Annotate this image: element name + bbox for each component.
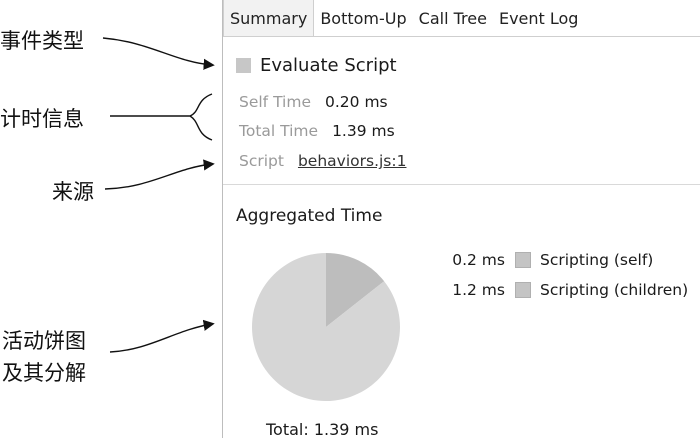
event-color-swatch <box>236 58 251 73</box>
script-label: Script <box>239 152 284 170</box>
tab-bar: Summary Bottom-Up Call Tree Event Log <box>223 0 700 37</box>
event-header: Evaluate Script <box>236 55 397 76</box>
annotation-arrows <box>102 37 215 353</box>
self-time-row: Self Time 0.20 ms <box>239 93 388 111</box>
annotation-pie-chart-line2: 及其分解 <box>2 361 86 385</box>
legend-item-children: 1.2 ms Scripting (children) <box>447 281 688 299</box>
self-time-value: 0.20 ms <box>325 93 388 111</box>
pie-slice-children <box>252 253 400 401</box>
tab-bottom-up[interactable]: Bottom-Up <box>320 8 407 28</box>
section-divider <box>223 184 700 185</box>
legend-item-self: 0.2 ms Scripting (self) <box>447 251 653 269</box>
event-title: Evaluate Script <box>260 55 397 76</box>
pie-slice-self <box>326 253 385 327</box>
brace-timing-info <box>110 93 213 141</box>
tab-call-tree[interactable]: Call Tree <box>418 8 487 28</box>
total-time-row: Total Time 1.39 ms <box>239 122 395 140</box>
annotation-event-type: 事件类型 <box>0 29 84 53</box>
tab-summary[interactable]: Summary <box>223 0 315 36</box>
legend-swatch <box>515 252 531 268</box>
aggregated-time-title: Aggregated Time <box>236 206 383 226</box>
legend-value: 0.2 ms <box>452 251 505 269</box>
total-time-value: 1.39 ms <box>332 122 395 140</box>
tab-event-log[interactable]: Event Log <box>498 8 579 28</box>
annotation-column: 事件类型 计时信息 来源 活动饼图 及其分解 <box>0 0 222 438</box>
annotation-timing-info: 计时信息 <box>0 107 84 131</box>
legend-label: Scripting (children) <box>540 281 689 299</box>
arrow-event-type <box>102 37 215 70</box>
script-row: Script behaviors.js:1 <box>239 152 406 170</box>
legend-swatch <box>515 282 531 298</box>
script-source-link[interactable]: behaviors.js:1 <box>297 152 407 170</box>
aggregated-total: Total: 1.39 ms <box>266 420 379 439</box>
activity-pie-chart <box>252 253 400 401</box>
total-time-label: Total Time <box>239 122 319 140</box>
devtools-panel: Summary Bottom-Up Call Tree Event Log Ev… <box>222 0 700 439</box>
annotation-source: 来源 <box>52 180 94 204</box>
self-time-label: Self Time <box>239 93 311 111</box>
legend-label: Scripting (self) <box>540 251 654 269</box>
legend-value: 1.2 ms <box>452 281 505 299</box>
annotation-pie-chart-line1: 活动饼图 <box>2 329 86 353</box>
arrow-pie-chart <box>109 319 215 353</box>
arrow-source <box>104 159 215 190</box>
